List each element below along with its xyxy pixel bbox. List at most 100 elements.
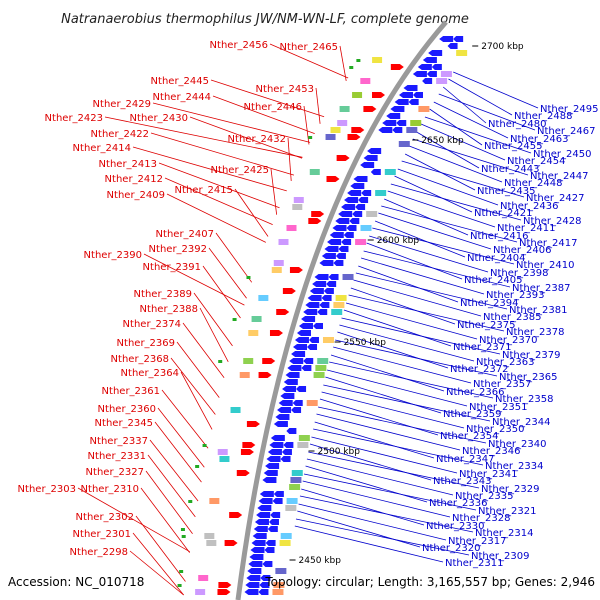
label-connector bbox=[199, 307, 229, 362]
gene-label-right: Nther_2328 bbox=[452, 513, 510, 524]
cog-block bbox=[306, 400, 318, 406]
label-connector bbox=[202, 265, 241, 319]
gene-label-left: Nther_2388 bbox=[140, 304, 198, 315]
cds-reverse-arrow bbox=[280, 456, 291, 462]
cog-block bbox=[372, 57, 383, 63]
gene-label-left: Nther_2337 bbox=[90, 436, 148, 447]
cds-reverse-arrow bbox=[428, 50, 443, 56]
cds-reverse-arrow bbox=[296, 386, 307, 392]
label-connector bbox=[301, 488, 425, 526]
cds-reverse-arrow bbox=[386, 113, 401, 119]
gene-label-right: Nther_2329 bbox=[481, 484, 539, 495]
genome-backbone-arc bbox=[235, 20, 448, 600]
accession-text: Accession: NC_010718 bbox=[8, 575, 144, 589]
cds-reverse-arrow bbox=[264, 547, 275, 553]
label-connector bbox=[341, 317, 501, 355]
cds-reverse-arrow bbox=[360, 162, 375, 168]
cds-reverse-arrow bbox=[273, 421, 288, 427]
cog-block bbox=[298, 435, 310, 441]
cds-reverse-arrow bbox=[244, 589, 259, 595]
cds-reverse-arrow bbox=[267, 449, 282, 455]
label-connector bbox=[298, 503, 447, 541]
gene-label-right: Nther_2317 bbox=[448, 536, 506, 547]
cds-reverse-arrow bbox=[267, 526, 278, 532]
cog-block bbox=[456, 50, 468, 56]
cog-block bbox=[360, 225, 372, 231]
gene-label-left: Nther_2302 bbox=[76, 512, 134, 523]
cds-forward-arrow bbox=[217, 589, 231, 595]
label-connector bbox=[317, 406, 487, 444]
rna-mark bbox=[188, 500, 193, 503]
left-gene-labels: Nther_2456 Nther_2465 Nther_2453 Nther_2445… bbox=[18, 40, 338, 558]
gene-label-right: Nther_2463 bbox=[510, 134, 568, 145]
cds-forward-arrow bbox=[236, 470, 250, 476]
cds-reverse-arrow bbox=[289, 358, 304, 364]
cds-reverse-arrow bbox=[293, 344, 308, 350]
cog-block bbox=[315, 365, 327, 371]
label-connector bbox=[372, 227, 515, 265]
gene-label-right: Nther_2447 bbox=[530, 171, 588, 182]
cds-reverse-arrow bbox=[335, 253, 346, 259]
cog-block bbox=[195, 589, 206, 595]
gene-label-right: Nther_2311 bbox=[445, 558, 503, 569]
cog-block bbox=[286, 498, 298, 504]
cog-block bbox=[309, 169, 320, 175]
gene-label-left: Nther_2301 bbox=[73, 529, 131, 540]
gene-label-right: Nther_2365 bbox=[499, 372, 557, 383]
cog-block bbox=[325, 134, 336, 140]
cds-reverse-arrow bbox=[270, 435, 285, 441]
cds-reverse-arrow bbox=[341, 204, 356, 210]
cds-reverse-arrow bbox=[248, 561, 263, 567]
label-connector bbox=[295, 518, 470, 556]
label-connector bbox=[355, 272, 508, 310]
cds-reverse-arrow bbox=[250, 547, 265, 553]
label-connector bbox=[145, 470, 193, 535]
label-connector bbox=[189, 116, 303, 159]
cds-reverse-arrow bbox=[394, 99, 409, 105]
gene-label-right: Nther_2321 bbox=[478, 506, 536, 517]
cog-block bbox=[313, 372, 325, 378]
cds-reverse-arrow bbox=[291, 351, 306, 357]
label-connector bbox=[363, 250, 511, 288]
cds-reverse-arrow bbox=[392, 127, 403, 133]
gene-label-right: Nther_2448 bbox=[504, 178, 562, 189]
cds-reverse-arrow bbox=[299, 323, 314, 329]
cds-reverse-arrow bbox=[403, 85, 418, 91]
label-connector bbox=[321, 391, 465, 429]
cds-reverse-arrow bbox=[246, 575, 261, 581]
gene-label-left: Nther_2360 bbox=[98, 404, 156, 415]
gene-label-left: Nther_2456 bbox=[210, 40, 268, 51]
cds-reverse-arrow bbox=[338, 246, 349, 252]
gene-label-right: Nther_2340 bbox=[488, 439, 546, 450]
cds-reverse-arrow bbox=[332, 225, 347, 231]
cog-block bbox=[273, 260, 284, 266]
cog-block bbox=[275, 568, 287, 574]
gene-label-right: Nther_2450 bbox=[533, 149, 591, 160]
gene-label-right: Nther_2467 bbox=[537, 126, 595, 137]
cds-reverse-arrow bbox=[262, 561, 273, 567]
gene-label-left: Nther_2345 bbox=[95, 418, 153, 429]
label-connector bbox=[316, 413, 461, 451]
label-connector bbox=[401, 160, 525, 198]
gene-label-left: Nther_2444 bbox=[153, 92, 211, 103]
cds-forward-arrow bbox=[258, 372, 272, 378]
cds-forward-arrow bbox=[276, 309, 290, 315]
label-connector bbox=[308, 451, 480, 489]
cog-block bbox=[273, 582, 285, 588]
cds-reverse-arrow bbox=[303, 358, 314, 364]
label-connector bbox=[339, 324, 475, 362]
cds-forward-arrow bbox=[390, 64, 404, 70]
cds-reverse-arrow bbox=[292, 400, 303, 406]
label-connector bbox=[453, 71, 539, 109]
label-connector bbox=[215, 232, 253, 283]
cds-reverse-arrow bbox=[265, 463, 280, 469]
cds-reverse-arrow bbox=[313, 323, 324, 329]
label-connector bbox=[348, 294, 505, 332]
cds-forward-arrow bbox=[363, 106, 377, 112]
cog-block bbox=[272, 589, 284, 595]
cds-forward-arrow bbox=[229, 512, 243, 518]
label-connectors bbox=[77, 43, 539, 596]
topology-text: Topology: circular; Length: 3,165,557 bp… bbox=[264, 575, 595, 589]
label-connector bbox=[397, 168, 499, 206]
label-connector bbox=[442, 86, 487, 124]
